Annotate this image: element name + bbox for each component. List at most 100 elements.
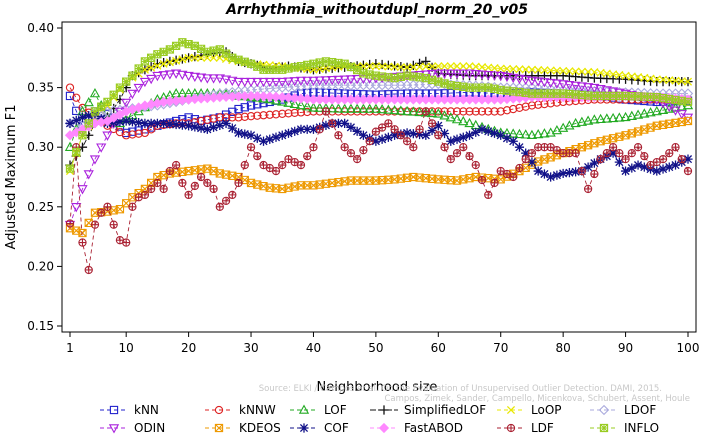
data-point — [365, 62, 374, 71]
data-point — [303, 60, 312, 70]
x-tick-label: 30 — [243, 341, 258, 355]
data-point — [489, 71, 500, 81]
data-point — [159, 184, 168, 194]
y-tick-label: 0.40 — [27, 21, 54, 35]
data-point — [240, 129, 250, 139]
data-point — [496, 107, 505, 116]
data-point — [426, 107, 438, 118]
data-point — [459, 62, 468, 71]
data-point — [415, 62, 424, 71]
credit-line-2: Campos, Zimek, Sander, Campello, Micenko… — [384, 394, 690, 404]
data-point — [283, 128, 294, 138]
data-point — [277, 130, 287, 140]
y-tick-label: 0.30 — [27, 140, 54, 154]
data-point — [621, 154, 630, 164]
data-point — [490, 107, 499, 116]
data-point — [234, 178, 243, 188]
data-point — [409, 143, 418, 152]
data-point — [84, 119, 93, 128]
data-point — [64, 141, 76, 151]
data-point — [446, 62, 455, 71]
data-point — [645, 107, 656, 117]
data-point — [515, 163, 524, 173]
data-point — [490, 63, 499, 73]
data-point — [115, 83, 125, 92]
data-point — [340, 143, 349, 152]
data-point — [78, 131, 87, 140]
data-point — [608, 143, 618, 152]
data-point — [527, 157, 537, 167]
legend-marker — [599, 423, 609, 433]
data-point — [539, 128, 550, 138]
data-point — [134, 129, 143, 138]
data-point — [595, 113, 606, 124]
data-point — [214, 74, 225, 84]
legend-marker — [378, 422, 390, 434]
legend-marker — [298, 404, 310, 414]
data-point — [521, 154, 530, 164]
data-point — [552, 170, 562, 180]
data-point — [246, 130, 256, 140]
legend-label: LOF — [324, 403, 347, 417]
legend-label: LDOF — [624, 403, 656, 417]
data-point — [427, 119, 437, 128]
data-point — [421, 73, 430, 83]
data-point — [221, 118, 231, 128]
data-point — [83, 96, 94, 107]
data-point — [134, 64, 143, 73]
x-tick-label: 60 — [431, 341, 446, 355]
data-point — [676, 101, 687, 111]
data-point — [139, 77, 151, 88]
data-point — [633, 160, 643, 170]
legend-item-cof: COF — [290, 421, 349, 434]
data-point — [415, 125, 424, 134]
data-point — [227, 123, 237, 133]
data-point — [371, 127, 381, 136]
data-point — [158, 71, 169, 81]
legend: kNN kNNW LOF SimplifiedLOF LoOP LDOF ODIN KDEOS… — [100, 403, 659, 434]
data-point — [284, 109, 293, 118]
data-point — [658, 164, 668, 174]
data-point — [103, 202, 112, 211]
data-point — [102, 131, 113, 141]
legend-item-ldf: LDF — [497, 421, 554, 434]
data-point — [608, 148, 618, 158]
data-point — [278, 65, 287, 74]
data-point — [683, 166, 693, 176]
data-point — [446, 154, 455, 164]
data-point — [209, 184, 218, 194]
data-point — [65, 83, 75, 92]
data-point — [559, 66, 568, 75]
legend-item-lof: LOF — [290, 403, 347, 417]
data-point — [589, 158, 599, 168]
data-point — [583, 162, 593, 172]
data-point — [403, 63, 412, 72]
data-point — [264, 77, 275, 88]
data-point — [315, 58, 324, 67]
data-point — [452, 62, 462, 71]
data-point — [153, 61, 162, 70]
data-point — [127, 89, 138, 100]
data-point — [433, 121, 443, 131]
data-point — [240, 57, 249, 66]
legend-label: FastABOD — [404, 421, 463, 434]
data-point — [652, 166, 662, 176]
data-point — [508, 136, 518, 146]
data-point — [234, 55, 243, 64]
data-point — [427, 75, 437, 85]
data-point — [165, 58, 174, 67]
data-point — [570, 81, 581, 91]
data-point — [471, 107, 480, 116]
data-point — [97, 102, 106, 111]
series-line — [69, 110, 689, 271]
data-point — [376, 103, 388, 114]
data-point — [420, 107, 431, 117]
data-point — [122, 238, 131, 247]
data-point — [146, 74, 157, 85]
data-point — [451, 69, 463, 79]
data-point — [558, 122, 569, 132]
data-point — [501, 72, 513, 83]
data-point — [109, 90, 118, 99]
data-point — [89, 88, 101, 98]
data-point — [184, 190, 193, 200]
